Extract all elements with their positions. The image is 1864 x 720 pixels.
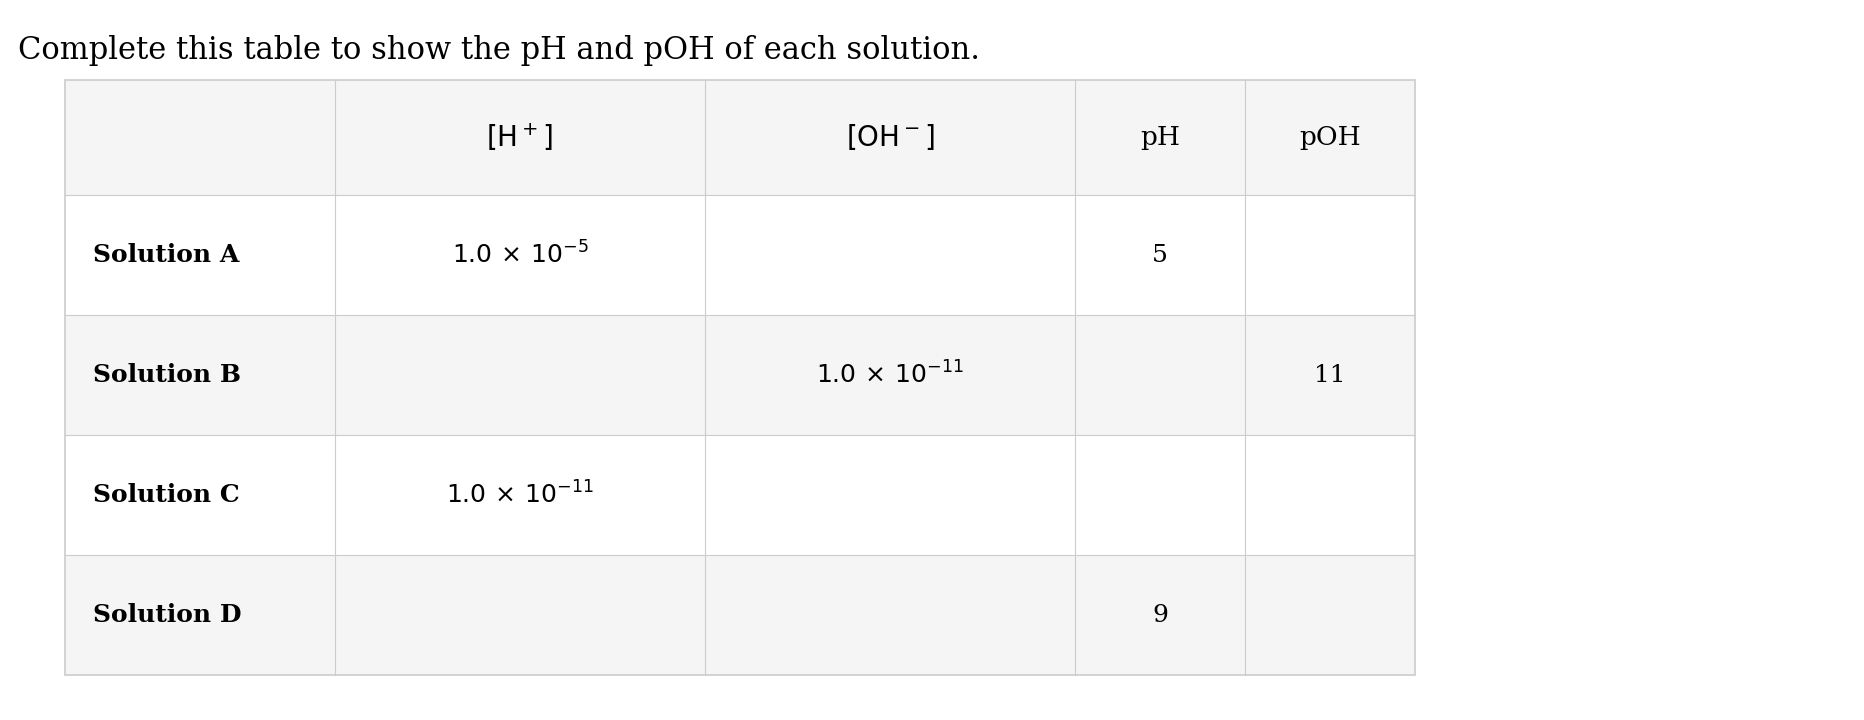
Text: 5: 5 xyxy=(1152,243,1167,266)
Bar xyxy=(65,195,1415,315)
Bar xyxy=(65,80,1415,195)
Text: Solution B: Solution B xyxy=(93,363,240,387)
Bar xyxy=(65,315,1415,435)
Text: $1.0\,\times\,10^{-5}$: $1.0\,\times\,10^{-5}$ xyxy=(451,241,589,269)
Text: 9: 9 xyxy=(1152,603,1167,626)
Text: 11: 11 xyxy=(1314,364,1346,387)
Text: Solution C: Solution C xyxy=(93,483,240,507)
Text: $1.0\,\times\,10^{-11}$: $1.0\,\times\,10^{-11}$ xyxy=(445,482,593,508)
Text: pOH: pOH xyxy=(1299,125,1361,150)
Text: $1.0\,\times\,10^{-11}$: $1.0\,\times\,10^{-11}$ xyxy=(816,361,964,389)
Text: pH: pH xyxy=(1139,125,1180,150)
Text: $\mathsf{[H^+]}$: $\mathsf{[H^+]}$ xyxy=(487,122,554,153)
Bar xyxy=(65,555,1415,675)
Bar xyxy=(65,435,1415,555)
Bar xyxy=(65,80,1415,675)
Text: Solution A: Solution A xyxy=(93,243,239,267)
Text: Solution D: Solution D xyxy=(93,603,240,627)
Text: Complete this table to show the pH and pOH of each solution.: Complete this table to show the pH and p… xyxy=(19,35,979,66)
Text: $\mathsf{[OH^-]}$: $\mathsf{[OH^-]}$ xyxy=(844,122,934,153)
